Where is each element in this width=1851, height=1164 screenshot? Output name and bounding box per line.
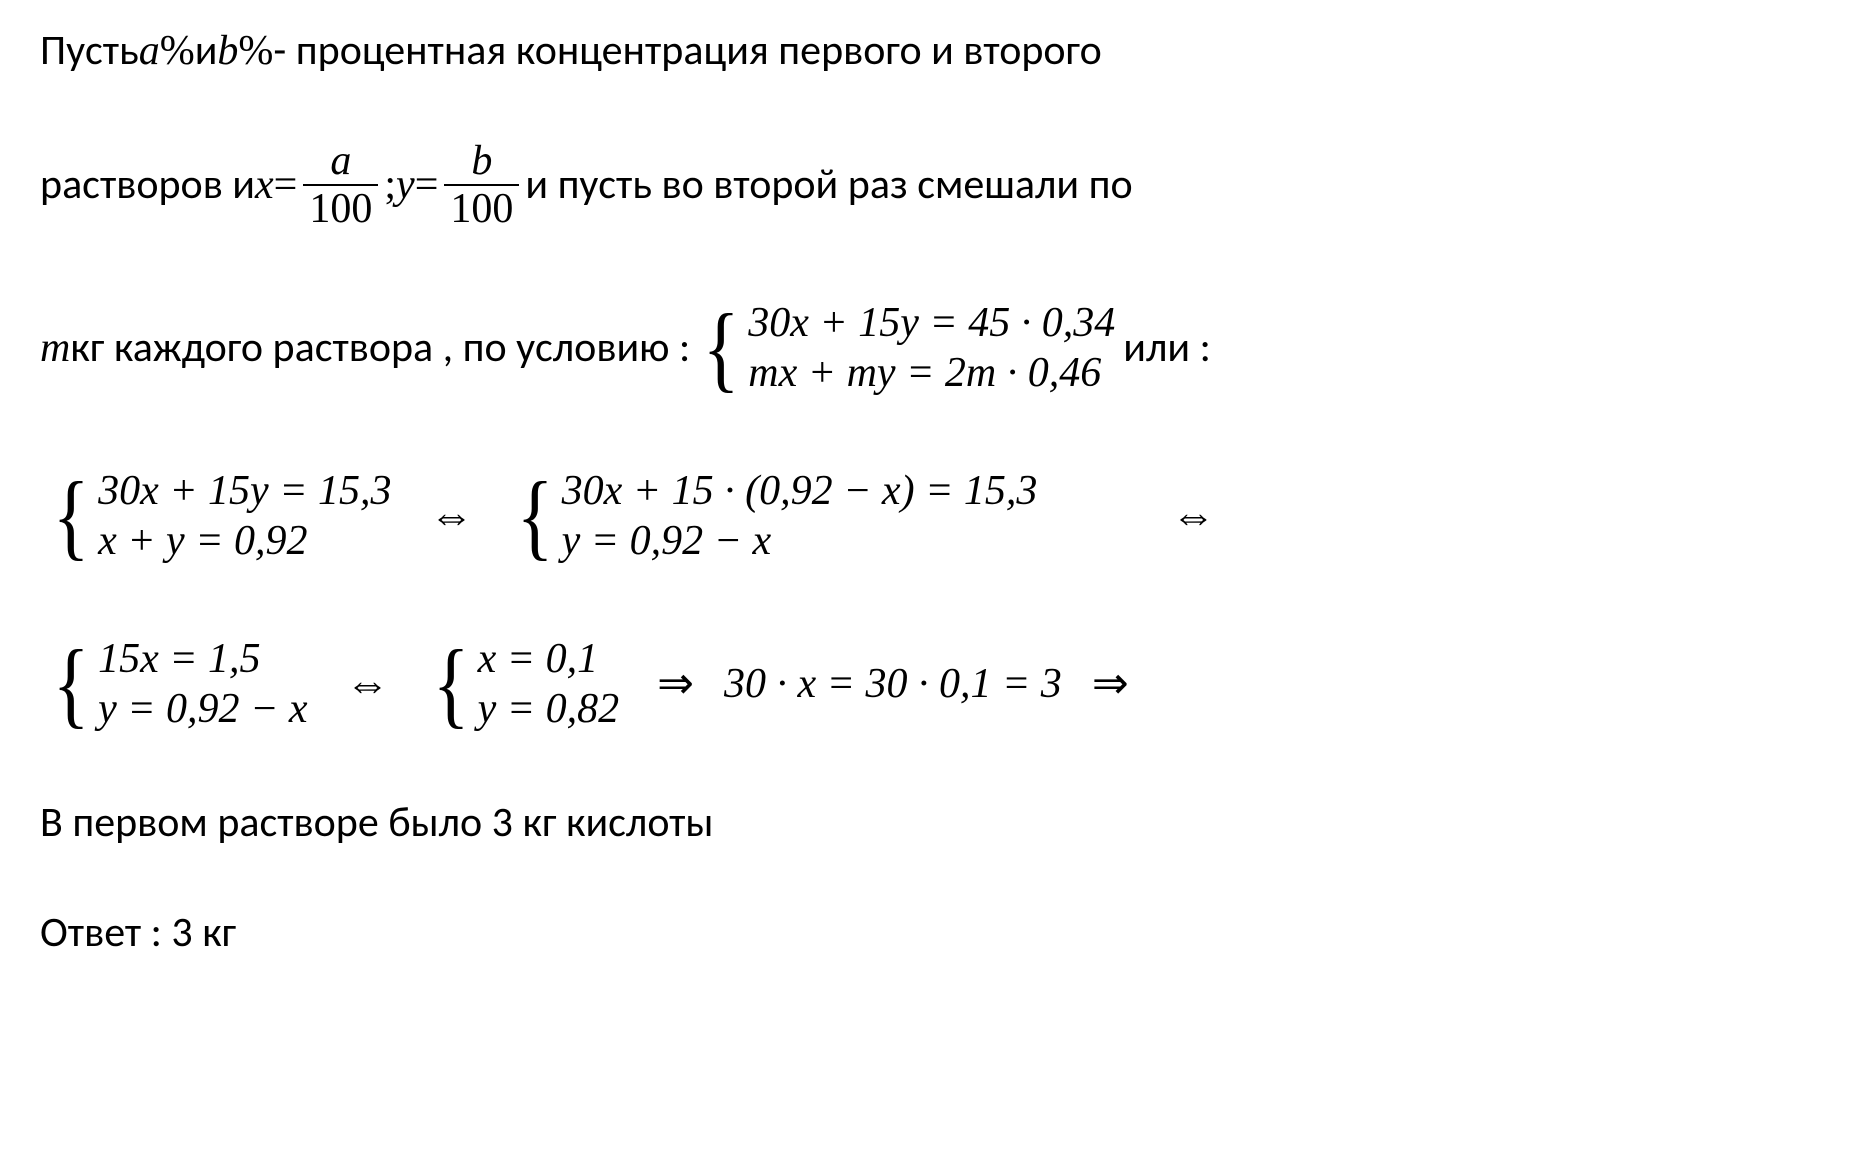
denominator: 100 — [303, 184, 378, 230]
text: или : — [1123, 327, 1211, 369]
equals: = — [274, 164, 298, 206]
var-x: x — [255, 164, 274, 206]
text: растворов и — [40, 164, 255, 206]
left-brace-icon: { — [53, 480, 90, 552]
var-b: b — [217, 30, 238, 72]
answer-text: Ответ : 3 кг — [40, 912, 236, 954]
text: - процентная концентрация первого и втор… — [273, 30, 1101, 72]
text: кг каждого раствора , по условию : — [70, 327, 690, 369]
eq: 15x = 1,5 — [98, 636, 260, 682]
left-brace-icon: { — [432, 648, 469, 720]
line-3: m кг каждого раствора , по условию : { 3… — [40, 298, 1811, 398]
percent: % — [238, 30, 273, 72]
line-2: растворов и x = a 100 ; y = b 100 и пуст… — [40, 140, 1811, 230]
conclusion-text: В первом растворе было 3 кг кислоты — [40, 802, 713, 844]
eq-chain: 30 · x = 30 · 0,1 = 3 — [724, 663, 1062, 705]
math-solution-page: Пусть a % и b % - процентная концентраци… — [0, 0, 1851, 1164]
left-brace-icon: { — [703, 312, 740, 384]
line-4: { 30x + 15y = 15,3 x + y = 0,92 ⇔ { 30x … — [40, 466, 1811, 566]
numerator: b — [465, 140, 498, 184]
line-5: { 15x = 1,5 y = 0,92 − x ⇔ { x = 0,1 y =… — [40, 634, 1811, 734]
fraction-b-100: b 100 — [444, 140, 519, 230]
eq: 30x + 15 · (0,92 − x) = 15,3 — [562, 468, 1038, 514]
fraction-a-100: a 100 — [303, 140, 378, 230]
eq: 30x + 15y = 45 · 0,34 — [748, 300, 1115, 346]
text: и — [195, 30, 218, 72]
denominator: 100 — [444, 184, 519, 230]
left-brace-icon: { — [516, 480, 553, 552]
var-m: m — [40, 327, 70, 369]
eq: x + y = 0,92 — [98, 518, 307, 564]
iff-arrow-icon: ⇔ — [1141, 494, 1245, 538]
separator: ; — [384, 164, 396, 206]
implies-arrow-icon: ⇒ — [1062, 662, 1159, 706]
text: и пусть во второй раз смешали по — [525, 164, 1132, 206]
left-brace-icon: { — [53, 648, 90, 720]
equation-system-3a: { 15x = 1,5 y = 0,92 − x — [48, 634, 308, 734]
equals: = — [415, 164, 439, 206]
equation-system-1: { 30x + 15y = 45 · 0,34 mx + my = 2m · 0… — [698, 298, 1115, 398]
line-1: Пусть a % и b % - процентная концентраци… — [40, 30, 1811, 72]
numerator: a — [324, 140, 357, 184]
iff-arrow-icon: ⇔ — [316, 662, 420, 706]
eq: y = 0,82 — [478, 686, 619, 732]
eq: y = 0,92 − x — [562, 518, 771, 564]
equation-system-3b: { x = 0,1 y = 0,82 — [428, 634, 620, 734]
line-7: Ответ : 3 кг — [40, 912, 1811, 954]
percent: % — [160, 30, 195, 72]
iff-arrow-icon: ⇔ — [400, 494, 504, 538]
implies-arrow-icon: ⇒ — [627, 662, 724, 706]
equation-system-2a: { 30x + 15y = 15,3 x + y = 0,92 — [48, 466, 392, 566]
equation-system-2b: { 30x + 15 · (0,92 − x) = 15,3 y = 0,92 … — [512, 466, 1038, 566]
line-6: В первом растворе было 3 кг кислоты — [40, 802, 1811, 844]
eq: mx + my = 2m · 0,46 — [748, 350, 1101, 396]
eq: x = 0,1 — [478, 636, 598, 682]
eq: y = 0,92 − x — [98, 686, 307, 732]
eq: 30x + 15y = 15,3 — [98, 468, 391, 514]
text: Пусть — [40, 30, 139, 72]
var-y: y — [396, 164, 415, 206]
var-a: a — [139, 30, 160, 72]
